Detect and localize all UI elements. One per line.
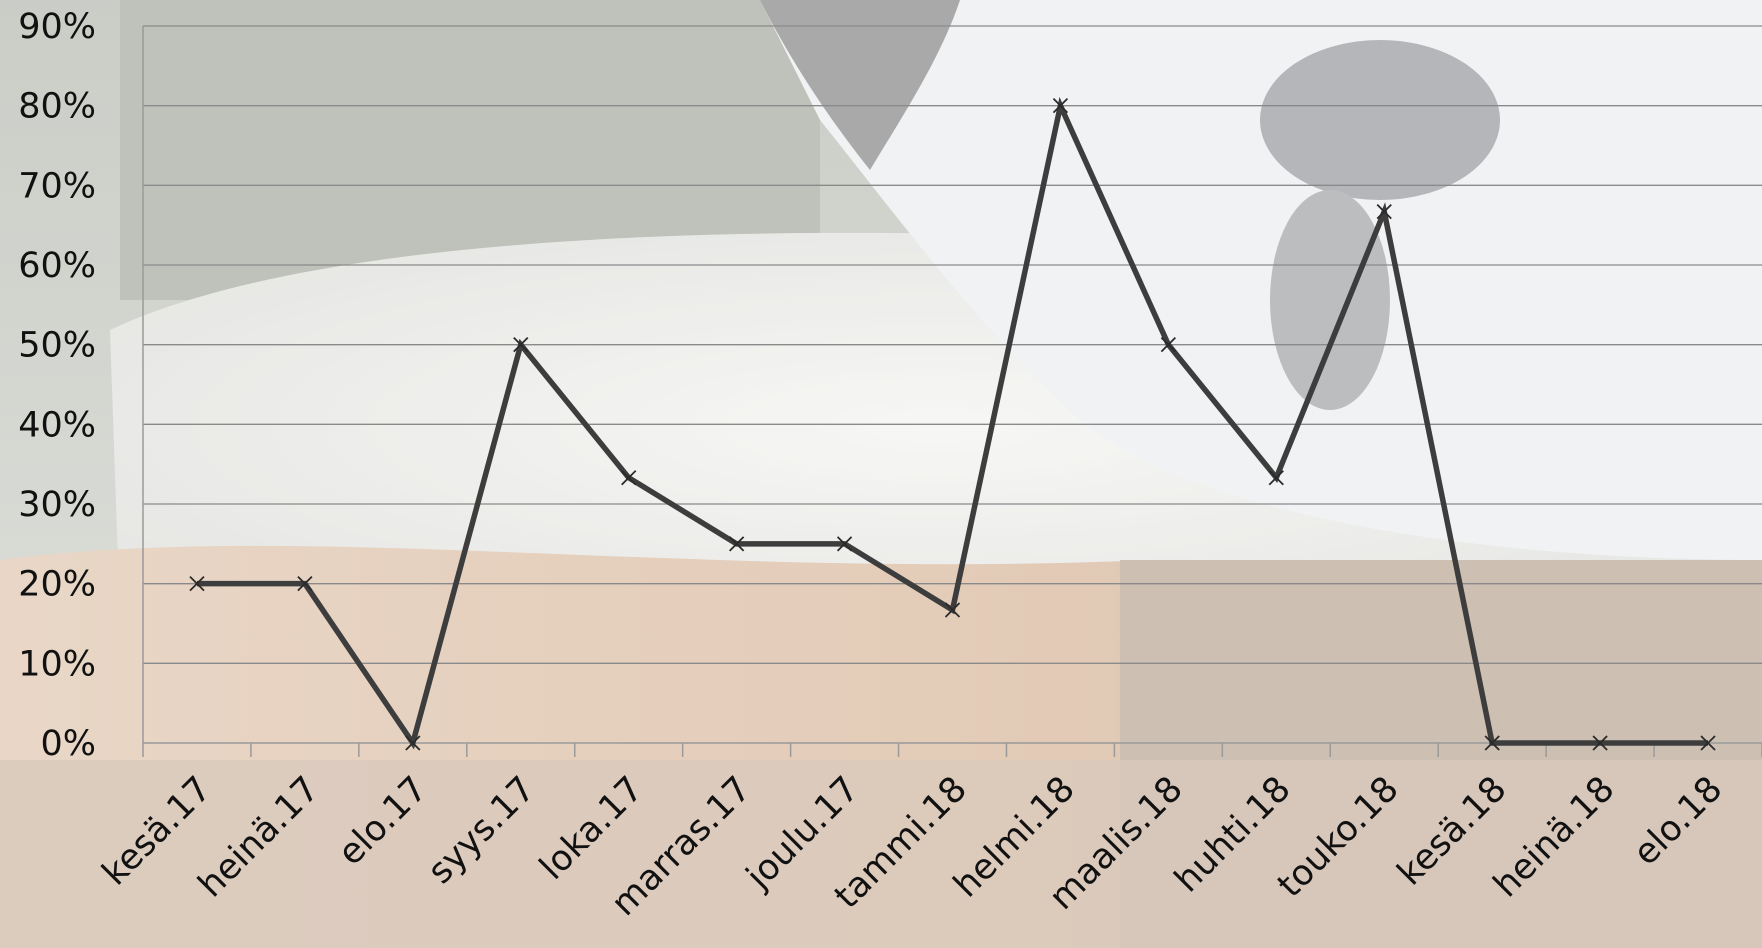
data-point-14: [1700, 735, 1716, 751]
data-point-7: [944, 602, 961, 618]
data-point-8: [1052, 98, 1069, 114]
data-point-0: [189, 576, 205, 592]
marker-stroke-b: [405, 735, 421, 751]
gridlines: [143, 25, 1762, 664]
x-tick-label-14: elo.18: [1626, 769, 1730, 873]
data-point-1: [297, 576, 313, 592]
y-tick-label-30: 30%: [18, 485, 96, 525]
y-tick-label-70: 70%: [18, 166, 96, 206]
y-tick-label-50: 50%: [18, 326, 96, 366]
marker-stroke-b: [513, 337, 529, 353]
marker-stroke-b: [1700, 735, 1716, 751]
series-markers: [189, 98, 1716, 751]
y-tick-label-60: 60%: [18, 246, 96, 286]
marker-stroke-b: [1592, 735, 1608, 751]
y-tick-label-90: 90%: [18, 7, 96, 47]
axes: [142, 26, 1762, 757]
marker-stroke-b: [728, 536, 745, 552]
marker-stroke-b: [1052, 98, 1069, 114]
marker-stroke-b: [1160, 337, 1177, 353]
marker-stroke-b: [1484, 735, 1500, 751]
data-point-13: [1592, 735, 1608, 751]
data-point-11: [1376, 203, 1392, 220]
marker-stroke-b: [1376, 203, 1392, 220]
marker-stroke-b: [621, 470, 637, 486]
data-point-12: [1484, 735, 1500, 751]
data-point-3: [513, 337, 529, 353]
y-tick-label-20: 20%: [18, 565, 96, 605]
marker-stroke-b: [1268, 470, 1284, 486]
data-point-5: [728, 536, 745, 552]
data-point-9: [1160, 337, 1177, 353]
marker-stroke-b: [297, 576, 313, 592]
data-point-2: [405, 735, 421, 751]
data-point-10: [1268, 470, 1284, 486]
marker-stroke-b: [944, 602, 961, 618]
y-tick-label-80: 80%: [18, 87, 96, 127]
y-tick-label-10: 10%: [18, 644, 96, 684]
y-tick-label-40: 40%: [18, 405, 96, 445]
data-point-4: [621, 470, 637, 486]
y-tick-labels: 0% 10% 20% 30% 40% 50% 60% 70% 80% 90%: [18, 7, 96, 764]
x-tick-label-2: elo.17: [331, 769, 435, 873]
marker-stroke-b: [189, 576, 205, 592]
y-tick-label-0: 0%: [40, 724, 96, 764]
x-tick-label-3: syys.17: [420, 769, 543, 892]
marker-stroke-b: [836, 536, 853, 552]
data-point-6: [836, 536, 853, 552]
